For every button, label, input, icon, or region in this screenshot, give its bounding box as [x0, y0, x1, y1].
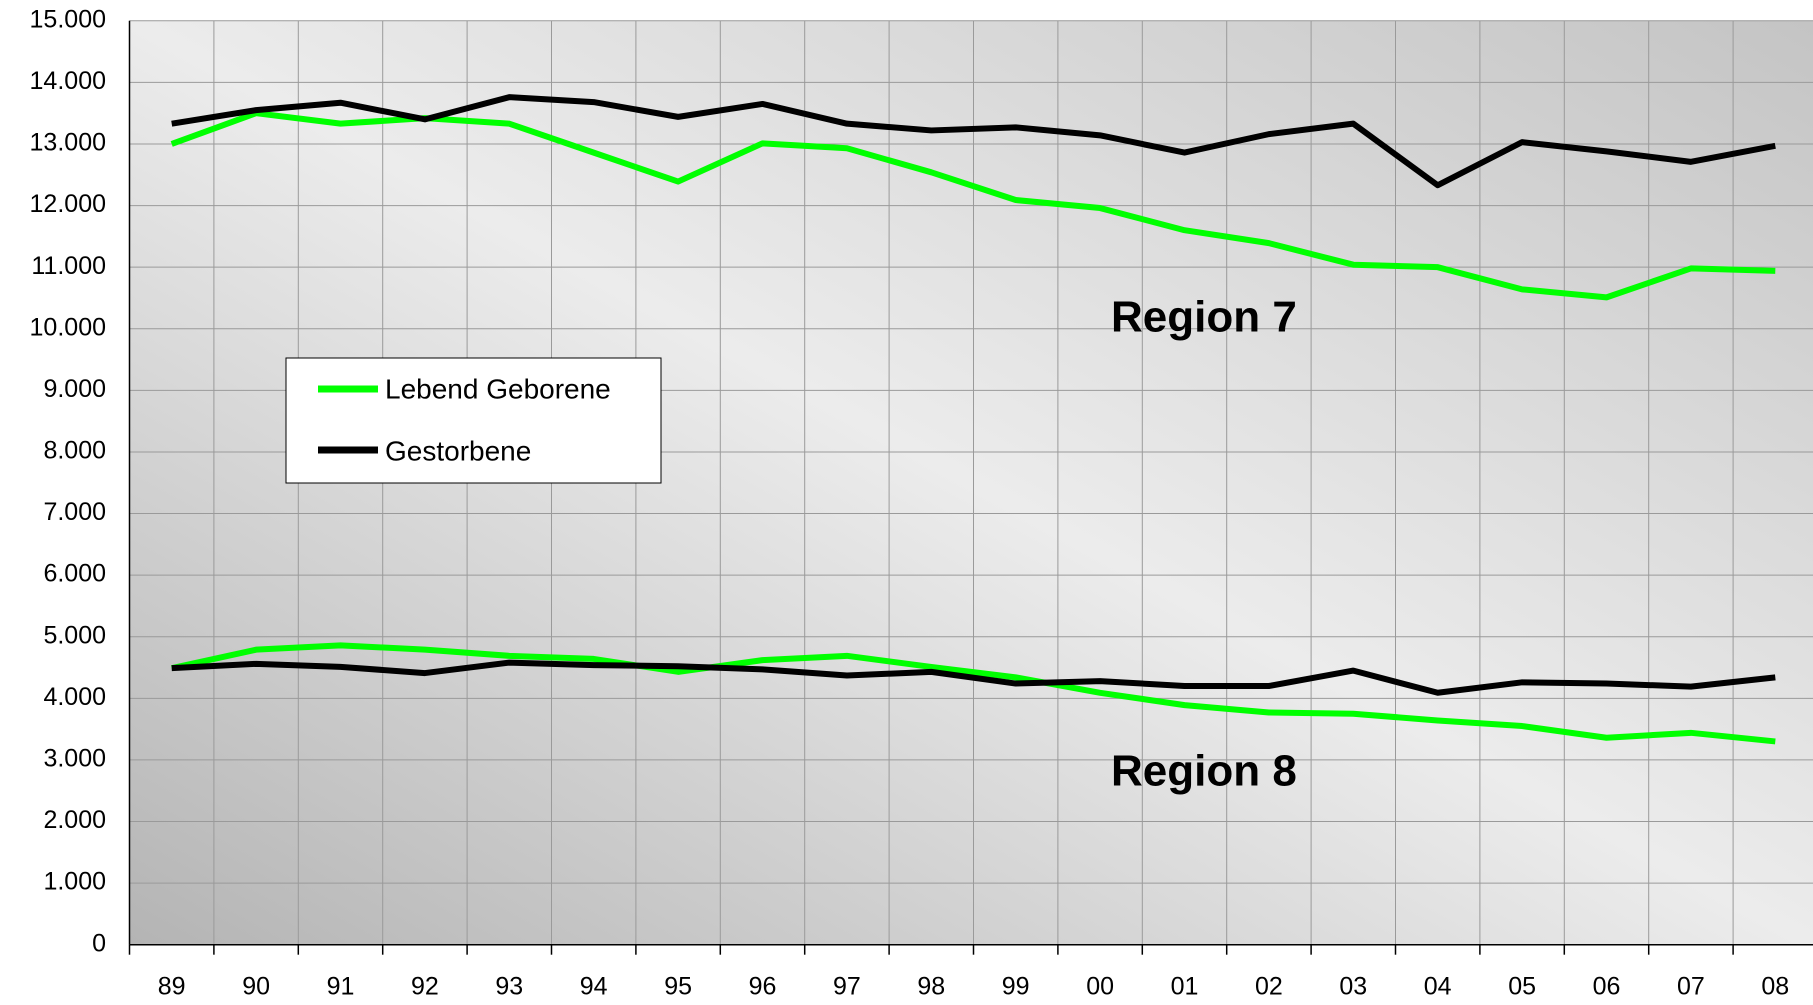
y-tick-label: 0 [92, 929, 106, 957]
y-tick-label: 1.000 [43, 868, 106, 896]
x-tick-label: 91 [327, 973, 355, 1001]
x-tick-label: 90 [242, 973, 270, 1001]
series-line [171, 94, 1776, 189]
legend-label: Lebend Geborene [385, 373, 611, 404]
legend: Lebend Geborene Gestorbene [285, 357, 662, 484]
y-tick-label: 10.000 [30, 313, 106, 341]
y-tick-label: 5.000 [43, 621, 106, 649]
y-tick-label: 13.000 [30, 129, 106, 157]
y-tick-label: 2.000 [43, 806, 106, 834]
series-line [171, 642, 1776, 745]
x-tick-label: 03 [1339, 973, 1367, 1001]
annotation: Region 8 [1111, 747, 1297, 796]
annotation: Region 7 [1111, 293, 1297, 342]
y-tick-label: 4.000 [43, 683, 106, 711]
x-tick-label: 98 [917, 973, 945, 1001]
y-tick-label: 15.000 [30, 5, 106, 33]
axes: 0 1.000 2.000 3.000 4.000 5.000 6.000 7.000 8.00… [30, 5, 1813, 1001]
x-tick-label: 93 [495, 973, 523, 1001]
x-tick-label: 08 [1761, 973, 1789, 1001]
x-tick-label: 07 [1677, 973, 1705, 1001]
y-tick-label: 12.000 [30, 190, 106, 218]
series-line [170, 110, 1776, 301]
legend-label: Gestorbene [385, 435, 531, 466]
x-tick-label: 00 [1086, 973, 1114, 1001]
y-tick-label: 6.000 [43, 560, 106, 588]
x-tick-label: 05 [1508, 973, 1536, 1001]
series-line [171, 659, 1776, 696]
y-tick-label: 8.000 [43, 437, 106, 465]
x-tick-label: 04 [1424, 973, 1452, 1001]
y-tick-label: 3.000 [43, 745, 106, 773]
x-tick-label: 97 [833, 973, 861, 1001]
x-tick-label: 02 [1255, 973, 1283, 1001]
x-tick-label: 94 [580, 973, 608, 1001]
x-tick-label: 92 [411, 973, 439, 1001]
legend-box [285, 357, 662, 484]
y-tick-label: 9.000 [43, 375, 106, 403]
y-tick-label: 11.000 [31, 252, 106, 280]
x-tick-label: 96 [749, 973, 777, 1001]
x-tick-label: 01 [1171, 973, 1199, 1001]
x-tick-label: 99 [1002, 973, 1030, 1001]
x-tick-label: 06 [1593, 973, 1621, 1001]
y-tick-label: 14.000 [30, 67, 106, 95]
lines [170, 94, 1776, 745]
x-tick-label: 89 [158, 973, 186, 1001]
x-tick-label: 95 [664, 973, 692, 1001]
y-tick-label: 7.000 [43, 498, 106, 526]
